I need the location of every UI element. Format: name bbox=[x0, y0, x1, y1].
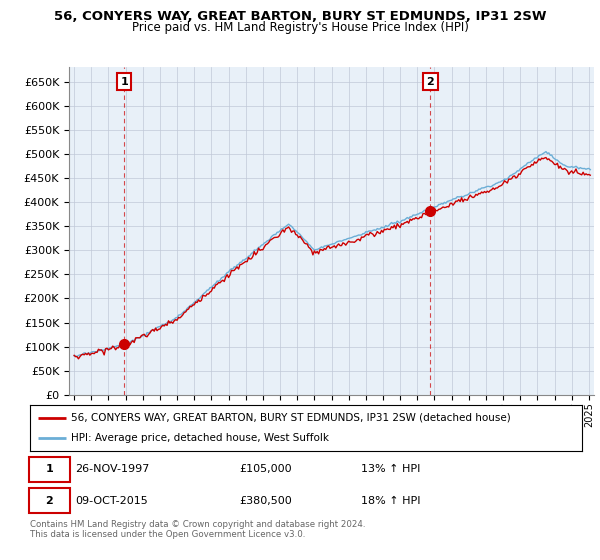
Text: 26-NOV-1997: 26-NOV-1997 bbox=[75, 464, 149, 474]
Text: HPI: Average price, detached house, West Suffolk: HPI: Average price, detached house, West… bbox=[71, 433, 329, 443]
Text: 09-OCT-2015: 09-OCT-2015 bbox=[75, 496, 148, 506]
Text: 1: 1 bbox=[46, 464, 53, 474]
Text: 18% ↑ HPI: 18% ↑ HPI bbox=[361, 496, 421, 506]
Text: 13% ↑ HPI: 13% ↑ HPI bbox=[361, 464, 421, 474]
Text: £105,000: £105,000 bbox=[240, 464, 292, 474]
Text: 56, CONYERS WAY, GREAT BARTON, BURY ST EDMUNDS, IP31 2SW (detached house): 56, CONYERS WAY, GREAT BARTON, BURY ST E… bbox=[71, 413, 511, 423]
FancyBboxPatch shape bbox=[29, 457, 70, 482]
FancyBboxPatch shape bbox=[29, 488, 70, 513]
Text: 2: 2 bbox=[46, 496, 53, 506]
Text: Price paid vs. HM Land Registry's House Price Index (HPI): Price paid vs. HM Land Registry's House … bbox=[131, 21, 469, 34]
Text: £380,500: £380,500 bbox=[240, 496, 293, 506]
Text: 2: 2 bbox=[427, 77, 434, 87]
Text: 56, CONYERS WAY, GREAT BARTON, BURY ST EDMUNDS, IP31 2SW: 56, CONYERS WAY, GREAT BARTON, BURY ST E… bbox=[54, 10, 546, 23]
Text: 1: 1 bbox=[121, 77, 128, 87]
Text: Contains HM Land Registry data © Crown copyright and database right 2024.
This d: Contains HM Land Registry data © Crown c… bbox=[30, 520, 365, 539]
